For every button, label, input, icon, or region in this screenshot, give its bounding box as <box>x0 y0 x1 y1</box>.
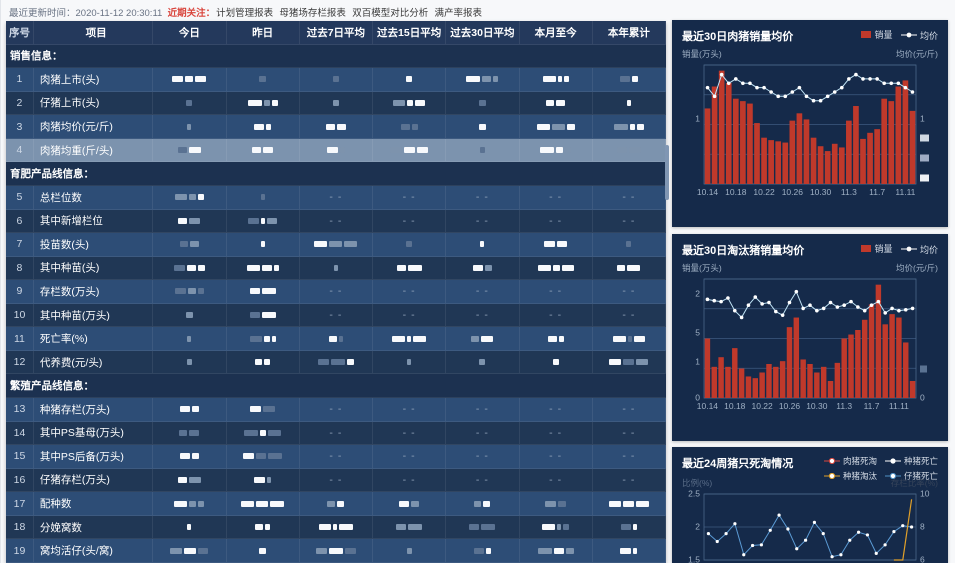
svg-text:2: 2 <box>695 288 700 298</box>
svg-text:1: 1 <box>695 113 700 123</box>
svg-text:11.7: 11.7 <box>864 401 880 411</box>
svg-text:1: 1 <box>695 356 700 366</box>
svg-text:11.3: 11.3 <box>836 401 852 411</box>
svg-text:10.22: 10.22 <box>753 187 775 197</box>
svg-text:8: 8 <box>920 521 925 531</box>
svg-text:0: 0 <box>695 392 700 402</box>
svg-text:11.3: 11.3 <box>841 187 857 197</box>
svg-text:2.5: 2.5 <box>688 488 700 498</box>
svg-text:10.26: 10.26 <box>782 187 804 197</box>
svg-text:2: 2 <box>695 521 700 531</box>
svg-text:10.30: 10.30 <box>810 187 832 197</box>
svg-text:10.30: 10.30 <box>806 401 828 411</box>
svg-text:10.14: 10.14 <box>697 187 719 197</box>
svg-text:5: 5 <box>695 327 700 337</box>
svg-text:10.22: 10.22 <box>751 401 773 411</box>
svg-text:1.5: 1.5 <box>688 554 700 563</box>
svg-text:10.14: 10.14 <box>697 401 719 411</box>
svg-text:1: 1 <box>920 113 925 123</box>
svg-text:11.11: 11.11 <box>889 401 909 411</box>
svg-text:0: 0 <box>920 392 925 402</box>
svg-text:6: 6 <box>920 554 925 563</box>
svg-text:11.7: 11.7 <box>869 187 885 197</box>
svg-text:10.18: 10.18 <box>724 401 746 411</box>
svg-text:10.26: 10.26 <box>779 401 801 411</box>
svg-text:11.11: 11.11 <box>895 187 915 197</box>
svg-text:10: 10 <box>920 488 930 498</box>
svg-text:10.18: 10.18 <box>725 187 747 197</box>
